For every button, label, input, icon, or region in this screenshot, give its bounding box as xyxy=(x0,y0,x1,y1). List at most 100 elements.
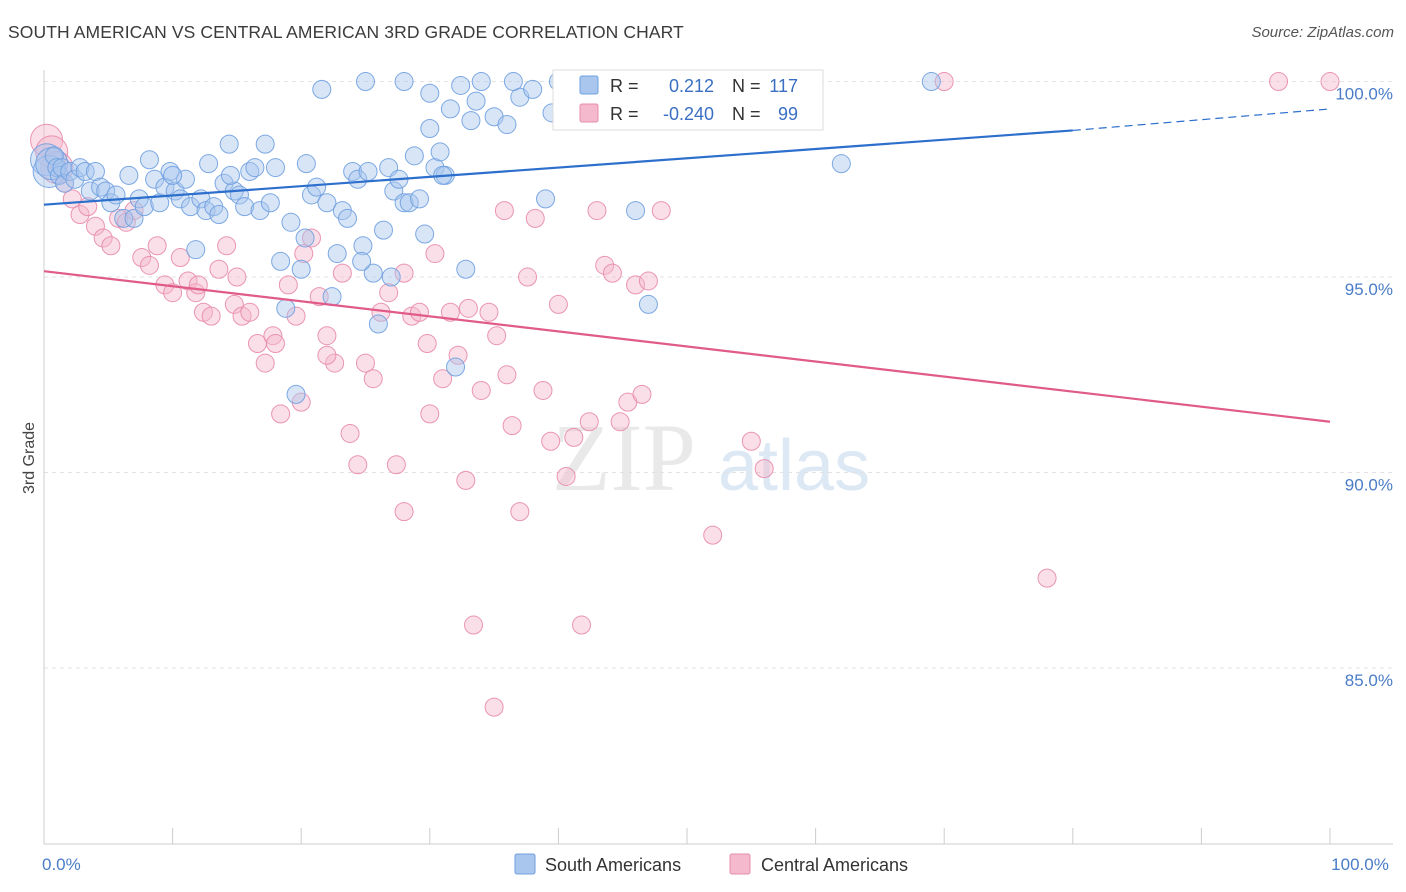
data-point xyxy=(494,201,514,221)
data-point xyxy=(410,302,430,322)
y-tick-label: 90.0% xyxy=(1345,476,1393,495)
data-point xyxy=(124,201,144,221)
data-point xyxy=(70,204,90,224)
legend-r-value: -0.240 xyxy=(663,104,714,124)
data-point xyxy=(317,326,337,346)
data-point xyxy=(132,248,152,267)
data-point xyxy=(417,334,437,354)
data-point xyxy=(415,224,435,244)
data-point xyxy=(322,287,342,307)
data-point xyxy=(381,267,401,287)
data-point xyxy=(525,208,545,228)
data-point xyxy=(219,134,239,154)
data-point xyxy=(163,165,183,185)
legend-r-label: R = xyxy=(610,104,639,124)
data-point xyxy=(484,697,504,717)
data-point xyxy=(626,201,646,221)
data-point xyxy=(55,173,75,193)
data-point xyxy=(523,79,543,99)
data-point xyxy=(255,353,275,373)
data-point xyxy=(147,236,167,256)
y-tick-label: 95.0% xyxy=(1345,280,1393,299)
stats-legend: R = 0.212 N = 117 R = -0.240 N = 99 xyxy=(552,69,824,131)
watermark-atlas: atlas xyxy=(718,426,870,506)
y-axis-label: 3rd Grade xyxy=(21,422,38,494)
data-point xyxy=(163,283,183,303)
data-point xyxy=(188,275,208,295)
data-point xyxy=(541,431,561,451)
data-point xyxy=(317,193,337,213)
data-point xyxy=(286,384,306,404)
data-point xyxy=(446,357,466,377)
data-point xyxy=(363,369,383,389)
data-point xyxy=(240,302,260,322)
data-point xyxy=(394,193,414,213)
data-point xyxy=(602,263,622,283)
data-point xyxy=(471,380,491,400)
legend-n-value: 117 xyxy=(769,76,798,96)
data-point xyxy=(139,150,159,170)
data-point xyxy=(220,165,240,185)
y-tick-label: 100.0% xyxy=(1335,85,1393,104)
data-point xyxy=(332,263,352,283)
data-point xyxy=(502,416,522,436)
data-point xyxy=(170,248,190,267)
data-point xyxy=(430,142,450,162)
data-point xyxy=(638,294,658,314)
data-point xyxy=(632,384,652,404)
data-point xyxy=(433,369,453,389)
data-point xyxy=(497,115,517,135)
data-point xyxy=(503,72,523,92)
data-point xyxy=(93,228,113,248)
data-point xyxy=(456,259,476,279)
data-point xyxy=(227,267,247,287)
trend-line-central-americans xyxy=(43,270,1331,423)
series-label-central-americans: Central Americans xyxy=(761,855,908,875)
data-point xyxy=(265,334,285,354)
data-point xyxy=(626,275,646,295)
data-point xyxy=(651,201,671,221)
data-point xyxy=(831,154,851,174)
data-point xyxy=(281,212,301,232)
data-point xyxy=(358,161,378,181)
data-point xyxy=(595,255,615,275)
data-point xyxy=(703,525,723,545)
data-point xyxy=(610,412,630,432)
trend-lines xyxy=(43,108,1331,423)
data-point xyxy=(312,79,332,99)
data-point xyxy=(44,146,64,166)
data-point xyxy=(114,208,134,228)
data-point xyxy=(420,118,440,138)
trend-line-extension-south-americans xyxy=(1072,108,1331,132)
data-point xyxy=(471,72,491,92)
data-point xyxy=(386,455,406,475)
data-point xyxy=(497,365,517,385)
x-tick-label: 0.0% xyxy=(42,855,81,874)
data-point xyxy=(394,502,414,522)
data-point xyxy=(404,146,424,166)
data-point xyxy=(265,158,285,178)
data-point xyxy=(186,240,206,260)
data-point xyxy=(307,177,327,197)
data-point xyxy=(65,169,85,189)
data-point xyxy=(209,259,229,279)
data-point xyxy=(464,615,484,635)
data-point xyxy=(278,275,298,295)
data-point xyxy=(363,263,383,283)
data-point xyxy=(741,431,761,451)
data-point xyxy=(301,228,321,248)
data-point xyxy=(101,236,121,256)
data-point xyxy=(451,75,471,95)
data-point xyxy=(1269,72,1289,92)
data-point xyxy=(921,72,941,92)
data-point xyxy=(255,134,275,154)
series-label-south-americans: South Americans xyxy=(545,855,681,875)
data-point xyxy=(410,189,430,209)
data-point xyxy=(440,302,460,322)
data-point xyxy=(75,161,95,181)
data-point xyxy=(317,345,337,365)
data-point xyxy=(556,466,576,486)
series-swatch-central-americans xyxy=(729,853,751,875)
data-point xyxy=(296,154,316,174)
data-point xyxy=(374,220,394,240)
